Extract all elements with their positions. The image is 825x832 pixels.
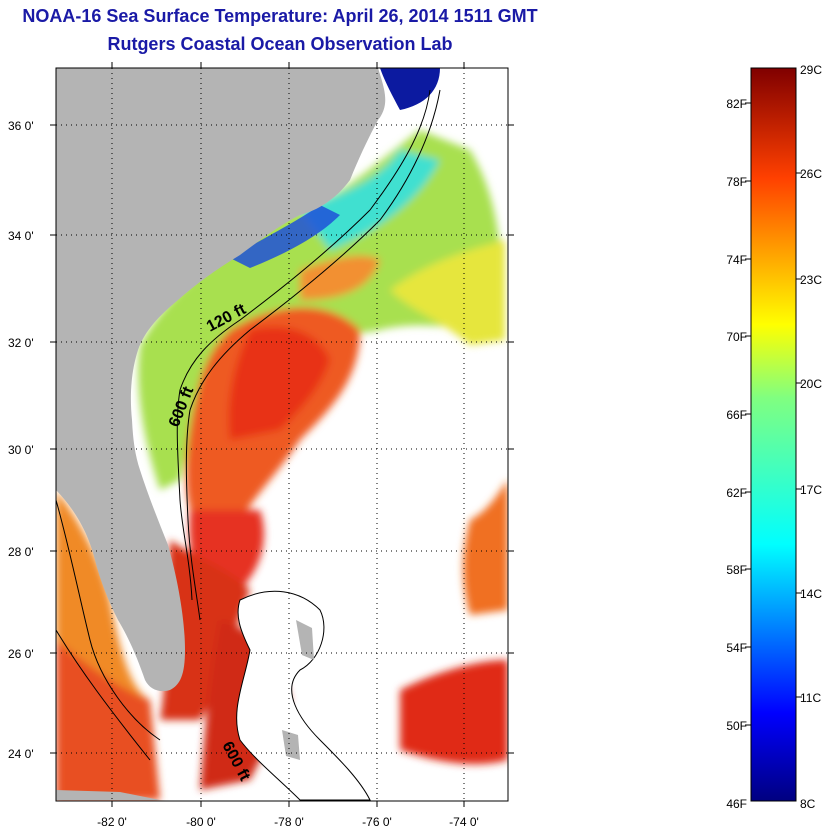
colorbar-f-label: 58F bbox=[726, 563, 747, 577]
lon-label: -74 0' bbox=[449, 815, 479, 829]
depth-contours bbox=[56, 89, 441, 761]
colorbar-f-label: 46F bbox=[726, 797, 747, 811]
colorbar-c-label: 26C bbox=[800, 167, 822, 181]
colorbar-f-label: 62F bbox=[726, 486, 747, 500]
sst-field bbox=[56, 130, 508, 800]
colorbar-c-label: 29C bbox=[800, 63, 822, 77]
lat-label: 24 0' bbox=[8, 747, 34, 761]
latitude-labels: 36 0' 34 0' 32 0' 30 0' 28 0' 26 0' 24 0… bbox=[8, 119, 34, 761]
longitude-labels: -82 0' -80 0' -78 0' -76 0' -74 0' bbox=[97, 815, 479, 829]
lon-label: -80 0' bbox=[186, 815, 216, 829]
colorbar-f-label: 54F bbox=[726, 641, 747, 655]
sst-map[interactable]: 120 ft 600 ft 600 ft bbox=[56, 68, 508, 801]
cold-inshore-water bbox=[230, 205, 340, 268]
temperature-colorbar: 82F 78F 74F 70F 66F 62F 58F 54F 50F 46F … bbox=[726, 63, 822, 811]
bahamas-banks bbox=[236, 590, 371, 801]
lat-label: 36 0' bbox=[8, 119, 34, 133]
colorbar-c-label: 23C bbox=[800, 273, 822, 287]
colorbar-c-label: 11C bbox=[800, 691, 821, 705]
colorbar-c-label: 20C bbox=[800, 377, 822, 391]
map-title: NOAA-16 Sea Surface Temperature: April 2… bbox=[22, 6, 538, 26]
lat-label: 32 0' bbox=[8, 336, 34, 350]
colorbar-f-label: 78F bbox=[726, 175, 747, 189]
cold-water-north bbox=[380, 68, 440, 110]
colorbar-c-label: 17C bbox=[800, 483, 822, 497]
lon-label: -78 0' bbox=[274, 815, 304, 829]
colorbar-c-label: 8C bbox=[800, 797, 816, 811]
colorbar-gradient bbox=[750, 67, 797, 802]
lat-label: 26 0' bbox=[8, 647, 34, 661]
bahamas-island bbox=[296, 620, 314, 660]
lat-label: 34 0' bbox=[8, 229, 34, 243]
colorbar-c-label: 14C bbox=[800, 587, 822, 601]
lon-label: -76 0' bbox=[362, 815, 392, 829]
map-frame bbox=[55, 67, 509, 802]
map-ticks bbox=[50, 62, 514, 807]
land-mass bbox=[56, 68, 386, 692]
colorbar-f-label: 70F bbox=[726, 330, 747, 344]
colorbar-f-label: 50F bbox=[726, 719, 747, 733]
lat-label: 30 0' bbox=[8, 443, 34, 457]
colorbar-f-label: 74F bbox=[726, 253, 747, 267]
colorbar-f-label: 82F bbox=[726, 97, 747, 111]
cuba-island bbox=[56, 790, 160, 800]
lat-label: 28 0' bbox=[8, 545, 34, 559]
lon-label: -82 0' bbox=[97, 815, 127, 829]
map-subtitle: Rutgers Coastal Ocean Observation Lab bbox=[107, 34, 453, 54]
graticule bbox=[56, 68, 508, 801]
colorbar-f-label: 66F bbox=[726, 408, 747, 422]
